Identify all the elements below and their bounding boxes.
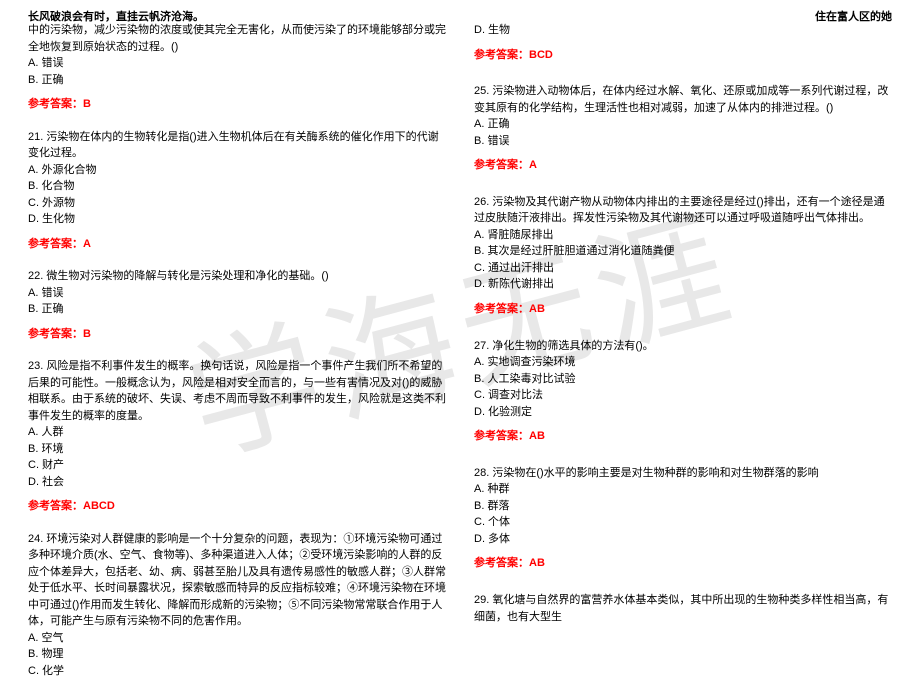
option: B. 其次是经过肝脏胆道通过消化道随粪便 — [474, 243, 892, 260]
header-right: 住在富人区的她 — [815, 8, 892, 24]
answer: 参考答案：AB — [474, 301, 892, 318]
answer: 参考答案：ABCD — [28, 498, 446, 515]
option: B. 错误 — [474, 133, 892, 150]
option: B. 物理 — [28, 646, 446, 663]
question-text: 27. 净化生物的筛选具体的方法有()。 — [474, 338, 892, 355]
option: D. 新陈代谢排出 — [474, 276, 892, 293]
option: A. 外源化合物 — [28, 162, 446, 179]
question-block: 中的污染物，减少污染物的浓度或使其完全无害化，从而使污染了的环境能够部分或完全地… — [28, 22, 446, 113]
answer: 参考答案：B — [28, 326, 446, 343]
option: C. 调查对比法 — [474, 387, 892, 404]
option: B. 正确 — [28, 301, 446, 318]
option: B. 环境 — [28, 441, 446, 458]
header-left: 长风破浪会有时，直挂云帆济沧海。 — [28, 8, 204, 24]
option: A. 空气 — [28, 630, 446, 647]
question-block: 26. 污染物及其代谢产物从动物体内排出的主要途径是经过()排出，还有一个途径是… — [474, 194, 892, 318]
answer: 参考答案：AB — [474, 555, 892, 572]
question-text: 26. 污染物及其代谢产物从动物体内排出的主要途径是经过()排出，还有一个途径是… — [474, 194, 892, 227]
question-text: 21. 污染物在体内的生物转化是指()进入生物机体后在有关酶系统的催化作用下的代… — [28, 129, 446, 162]
option: B. 群落 — [474, 498, 892, 515]
option: A. 实地调查污染环境 — [474, 354, 892, 371]
option: C. 个体 — [474, 514, 892, 531]
option: C. 外源物 — [28, 195, 446, 212]
question-text: 24. 环境污染对人群健康的影响是一个十分复杂的问题，表现为：①环境污染物可通过… — [28, 531, 446, 630]
answer: 参考答案：B — [28, 96, 446, 113]
option: D. 生化物 — [28, 211, 446, 228]
option: A. 错误 — [28, 285, 446, 302]
question-text: 25. 污染物进入动物体后，在体内经过水解、氧化、还原或加成等一系列代谢过程，改… — [474, 83, 892, 116]
question-block: 29. 氧化塘与自然界的富营养水体基本类似，其中所出现的生物种类多样性相当高，有… — [474, 592, 892, 625]
answer: 参考答案：A — [28, 236, 446, 253]
option: C. 财产 — [28, 457, 446, 474]
answer: 参考答案：AB — [474, 428, 892, 445]
option: B. 化合物 — [28, 178, 446, 195]
page-header: 长风破浪会有时，直挂云帆济沧海。 住在富人区的她 — [28, 8, 892, 24]
option: C. 通过出汗排出 — [474, 260, 892, 277]
question-block: 25. 污染物进入动物体后，在体内经过水解、氧化、还原或加成等一系列代谢过程，改… — [474, 83, 892, 174]
question-block: 21. 污染物在体内的生物转化是指()进入生物机体后在有关酶系统的催化作用下的代… — [28, 129, 446, 253]
option: D. 化验测定 — [474, 404, 892, 421]
content: 中的污染物，减少污染物的浓度或使其完全无害化，从而使污染了的环境能够部分或完全地… — [28, 22, 892, 641]
option: A. 种群 — [474, 481, 892, 498]
question-block: 22. 微生物对污染物的降解与转化是污染处理和净化的基础。()A. 错误B. 正… — [28, 268, 446, 342]
question-block: 27. 净化生物的筛选具体的方法有()。A. 实地调查污染环境B. 人工染毒对比… — [474, 338, 892, 445]
option: A. 正确 — [474, 116, 892, 133]
right-column: D. 生物参考答案：BCD 25. 污染物进入动物体后，在体内经过水解、氧化、还原… — [474, 22, 892, 641]
question-text: 中的污染物，减少污染物的浓度或使其完全无害化，从而使污染了的环境能够部分或完全地… — [28, 22, 446, 55]
option: B. 正确 — [28, 72, 446, 89]
answer: 参考答案：A — [474, 157, 892, 174]
option: B. 人工染毒对比试验 — [474, 371, 892, 388]
answer: 参考答案：BCD — [474, 47, 892, 64]
question-text: 23. 风险是指不利事件发生的概率。换句话说，风险是指一个事件产生我们所不希望的… — [28, 358, 446, 424]
option: D. 社会 — [28, 474, 446, 491]
question-text: 29. 氧化塘与自然界的富营养水体基本类似，其中所出现的生物种类多样性相当高，有… — [474, 592, 892, 625]
option: A. 肾脏随尿排出 — [474, 227, 892, 244]
left-column: 中的污染物，减少污染物的浓度或使其完全无害化，从而使污染了的环境能够部分或完全地… — [28, 22, 446, 641]
question-block: 24. 环境污染对人群健康的影响是一个十分复杂的问题，表现为：①环境污染物可通过… — [28, 531, 446, 679]
question-block: 28. 污染物在()水平的影响主要是对生物种群的影响和对生物群落的影响A. 种群… — [474, 465, 892, 572]
question-text: 22. 微生物对污染物的降解与转化是污染处理和净化的基础。() — [28, 268, 446, 285]
option: C. 化学 — [28, 663, 446, 679]
question-text: 28. 污染物在()水平的影响主要是对生物种群的影响和对生物群落的影响 — [474, 465, 892, 482]
option: A. 人群 — [28, 424, 446, 441]
question-block: 23. 风险是指不利事件发生的概率。换句话说，风险是指一个事件产生我们所不希望的… — [28, 358, 446, 515]
option: A. 错误 — [28, 55, 446, 72]
option: D. 生物 — [474, 22, 892, 39]
option: D. 多体 — [474, 531, 892, 548]
question-block: D. 生物参考答案：BCD — [474, 22, 892, 63]
